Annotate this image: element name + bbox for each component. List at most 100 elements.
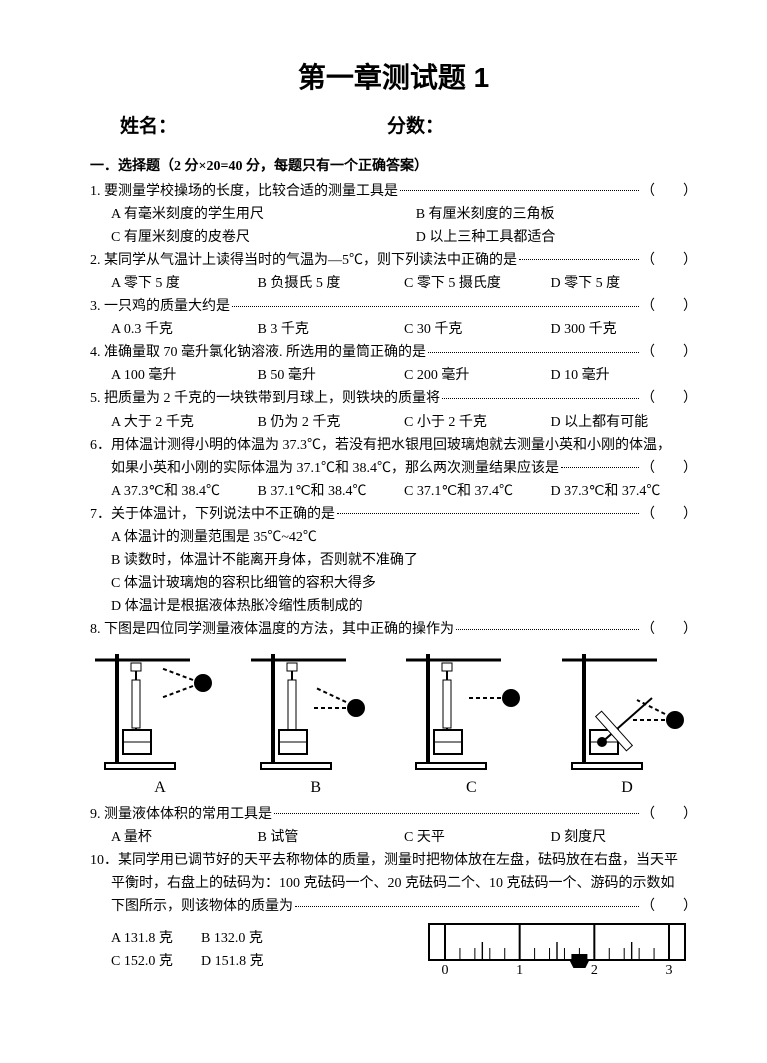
q8-fig-a-label: A [90,775,230,801]
q1-opt-a: A 有毫米刻度的学生用尺 [111,203,416,226]
q6-line1: 6．用体温计测得小明的体温为 37.3℃，若没有把水银甩回玻璃炮就去测量小英和小… [90,434,697,457]
q1-stem: 1. 要测量学校操场的长度，比较合适的测量工具是 [90,180,398,203]
q3-opt-b: B 3 千克 [258,318,405,341]
answer-paren: （ ） [641,387,697,410]
q8-stem: 8. 下图是四位同学测量液体温度的方法，其中正确的操作为 [90,618,454,641]
answer-paren: （ ） [641,803,697,826]
q8-fig-c-label: C [401,775,541,801]
question-10: 10．某同学用已调节好的天平去称物体的质量，测量时把物体放在左盘，砝码放在右盘，… [90,849,697,977]
q10-line2: 平衡时，右盘上的砝码为：100 克砝码一个、20 克砝码二个、10 克砝码一个、… [90,872,697,895]
svg-text:1: 1 [516,963,523,977]
page-title: 第一章测试题 1 [90,55,697,101]
q6-opt-d: D 37.3℃和 37.4℃ [551,480,698,503]
q9-stem: 9. 测量液体体积的常用工具是 [90,803,272,826]
q3-opt-d: D 300 千克 [551,318,698,341]
q1-opt-c: C 有厘米刻度的皮卷尺 [111,226,416,249]
q4-opt-b: B 50 毫升 [258,364,405,387]
leader-dots [232,295,639,307]
question-3: 3. 一只鸡的质量大约是 （ ） A 0.3 千克 B 3 千克 C 30 千克… [90,295,697,341]
q5-opt-d: D 以上都有可能 [551,411,698,434]
question-4: 4. 准确量取 70 毫升氯化钠溶液. 所选用的量筒正确的是 （ ） A 100… [90,341,697,387]
svg-text:3: 3 [666,963,673,977]
q4-opt-c: C 200 毫升 [404,364,551,387]
question-8: 8. 下图是四位同学测量液体温度的方法，其中正确的操作为 （ ） [90,618,697,800]
leader-dots [400,180,639,192]
q6-opt-a: A 37.3℃和 38.4℃ [111,480,258,503]
q9-opt-a: A 量杯 [111,826,258,849]
answer-paren: （ ） [641,618,697,641]
svg-text:2: 2 [591,963,598,977]
q6-opt-c: C 37.1℃和 37.4℃ [404,480,551,503]
question-2: 2. 某同学从气温计上读得当时的气温为—5℃，则下列读法中正确的是 （ ） A … [90,249,697,295]
question-7: 7．关于体温计，下列说法中不正确的是 （ ） A 体温计的测量范围是 35℃~4… [90,503,697,618]
q5-opt-a: A 大于 2 千克 [111,411,258,434]
leader-dots [274,803,639,815]
thermometer-diagram-a-icon [95,648,225,773]
thermometer-diagram-d-icon [562,648,692,773]
question-5: 5. 把质量为 2 千克的一块铁带到月球上，则铁块的质量将 （ ） A 大于 2… [90,387,697,433]
score-label: 分数： [387,111,444,142]
q7-opt-a: A 体温计的测量范围是 35℃~42℃ [111,526,697,549]
q3-opt-a: A 0.3 千克 [111,318,258,341]
q7-opt-d: D 体温计是根据液体热胀冷缩性质制成的 [111,595,697,618]
q10-opt-c: C 152.0 克 [111,950,201,973]
q6-opt-b: B 37.1℃和 38.4℃ [258,480,405,503]
leader-dots [561,457,639,469]
thermometer-diagram-b-icon [251,648,381,773]
leader-dots [295,895,639,907]
leader-dots [337,503,639,515]
q5-opt-b: B 仍为 2 千克 [258,411,405,434]
answer-paren: （ ） [641,457,697,480]
q8-fig-c: C [401,648,541,801]
question-6: 6．用体温计测得小明的体温为 37.3℃，若没有把水银甩回玻璃炮就去测量小英和小… [90,434,697,503]
q9-opt-c: C 天平 [404,826,551,849]
q8-fig-b: B [246,648,386,801]
answer-paren: （ ） [641,341,697,364]
q10-options: A 131.8 克 B 132.0 克 C 152.0 克 D 151.8 克 [90,927,291,973]
q7-opt-b: B 读数时，体温计不能离开身体，否则就不准确了 [111,549,697,572]
q10-opt-b: B 132.0 克 [201,927,291,950]
q8-fig-a: A [90,648,230,801]
q2-opt-d: D 零下 5 度 [551,272,698,295]
q2-opt-c: C 零下 5 摄氏度 [404,272,551,295]
question-1: 1. 要测量学校操场的长度，比较合适的测量工具是 （ ） A 有毫米刻度的学生用… [90,180,697,249]
answer-paren: （ ） [641,895,697,918]
leader-dots [442,387,639,399]
q3-stem: 3. 一只鸡的质量大约是 [90,295,230,318]
q7-stem: 7．关于体温计，下列说法中不正确的是 [90,503,335,526]
answer-paren: （ ） [641,249,697,272]
answer-paren: （ ） [641,295,697,318]
leader-dots [428,341,639,353]
q4-opt-d: D 10 毫升 [551,364,698,387]
q5-opt-c: C 小于 2 千克 [404,411,551,434]
q9-opt-b: B 试管 [258,826,405,849]
q4-opt-a: A 100 毫升 [111,364,258,387]
leader-dots [519,249,639,261]
q1-opt-b: B 有厘米刻度的三角板 [416,203,697,226]
q10-opt-a: A 131.8 克 [111,927,201,950]
answer-paren: （ ） [641,503,697,526]
ruler-scale-icon: 0 1 2 3 [427,922,687,977]
name-label: 姓名： [120,111,177,142]
q8-fig-b-label: B [246,775,386,801]
leader-dots [456,618,639,630]
header-row: 姓名： 分数： [90,111,697,142]
q2-stem: 2. 某同学从气温计上读得当时的气温为—5℃，则下列读法中正确的是 [90,249,517,272]
q10-opt-d: D 151.8 克 [201,950,291,973]
q1-opt-d: D 以上三种工具都适合 [416,226,697,249]
q9-opt-d: D 刻度尺 [551,826,698,849]
q10-line3: 下图所示，则该物体的质量为 [111,895,293,918]
q6-line2: 如果小英和小刚的实际体温为 37.1℃和 38.4℃，那么两次测量结果应该是 [111,457,559,480]
q2-opt-b: B 负摄氏 5 度 [258,272,405,295]
q8-fig-d-label: D [557,775,697,801]
q4-stem: 4. 准确量取 70 毫升氯化钠溶液. 所选用的量筒正确的是 [90,341,426,364]
q8-fig-d: D [557,648,697,801]
answer-paren: （ ） [641,180,697,203]
exam-page: 第一章测试题 1 姓名： 分数： 一．选择题（2 分×20=40 分，每题只有一… [0,0,767,1063]
q3-opt-c: C 30 千克 [404,318,551,341]
svg-text:0: 0 [442,963,449,977]
q8-figures: A B [90,648,697,801]
q10-line1: 10．某同学用已调节好的天平去称物体的质量，测量时把物体放在左盘，砝码放在右盘，… [90,849,697,872]
q7-opt-c: C 体温计玻璃炮的容积比细管的容积大得多 [111,572,697,595]
thermometer-diagram-c-icon [406,648,536,773]
